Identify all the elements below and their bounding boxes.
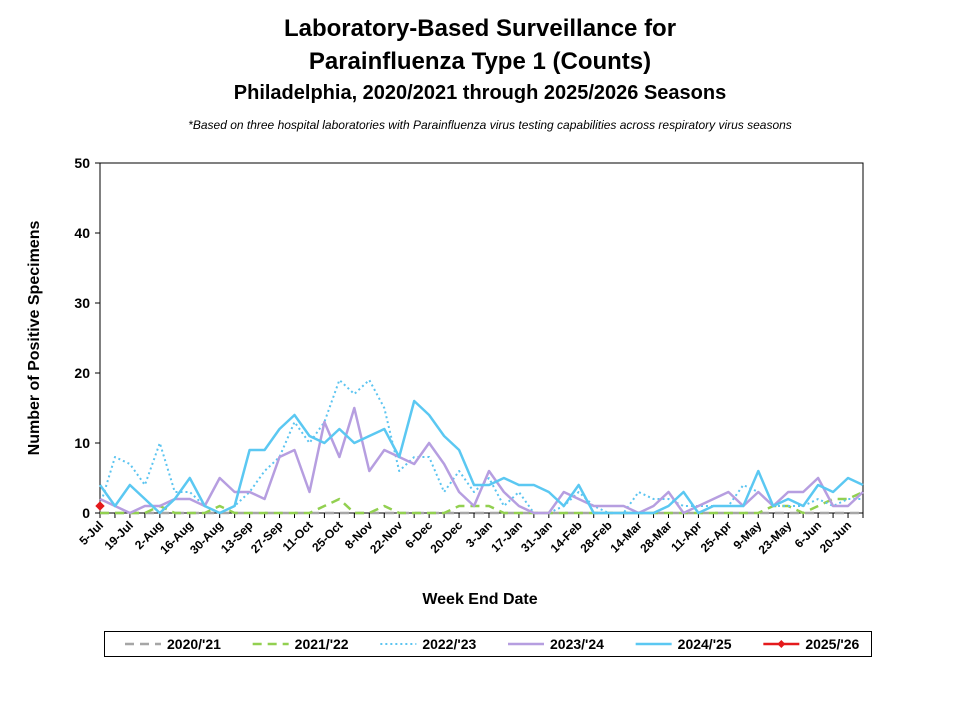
x-tick-label: 30-Aug xyxy=(187,518,226,557)
legend-label: 2023/'24 xyxy=(550,636,604,652)
legend-item-202526: 2025/'26 xyxy=(763,636,859,652)
series-line-202324 xyxy=(99,406,864,515)
x-tick-label: 13-Sep xyxy=(218,518,256,556)
x-tick-label: 25-Apr xyxy=(698,518,735,555)
x-tick-label: 20-Dec xyxy=(427,518,465,556)
y-axis: 0 10 20 30 40 50 xyxy=(74,155,100,521)
y-axis-label: Number of Positive Specimens xyxy=(26,221,43,456)
chart-subtitle: Philadelphia, 2020/2021 through 2025/202… xyxy=(233,82,727,104)
x-axis-label: Week End Date xyxy=(422,591,537,608)
legend-item-202425: 2024/'25 xyxy=(635,636,732,652)
legend-label: 2024/'25 xyxy=(678,636,732,652)
legend-label: 2025/'26 xyxy=(805,636,859,652)
x-tick-label: 31-Jan xyxy=(518,518,555,555)
x-tick-label: 22-Nov xyxy=(367,518,405,556)
data-point-202526 xyxy=(95,501,105,511)
y-tick-label: 30 xyxy=(74,295,90,311)
legend-label: 2020/'21 xyxy=(167,636,221,652)
y-tick-label: 10 xyxy=(74,435,90,451)
x-tick-label: 11-Apr xyxy=(668,518,705,555)
legend-item-202324: 2023/'24 xyxy=(508,636,604,652)
plot-area xyxy=(99,162,864,514)
x-tick-label: 23-May xyxy=(756,518,795,557)
legend-items: 2020/'21 2021/'22 2022/'23 2023/'24 2024/'25… xyxy=(125,636,859,652)
legend: 2020/'21 2021/'22 2022/'23 2023/'24 2024/'25… xyxy=(104,631,872,657)
x-tick-label: 17-Jan xyxy=(488,518,525,555)
legend-item-202021: 2020/'21 xyxy=(125,636,221,652)
x-tick-label: 14-Mar xyxy=(607,518,644,555)
x-tick-label: 20-Jun xyxy=(817,518,854,555)
series-202526 xyxy=(95,501,105,511)
y-tick-label: 50 xyxy=(74,155,90,171)
chart-title-line-1: Laboratory-Based Surveillance for xyxy=(283,15,677,42)
y-tick-label: 20 xyxy=(74,365,90,381)
x-tick-label: 25-Oct xyxy=(309,518,345,554)
chart-footnote: *Based on three hospital laboratories wi… xyxy=(188,118,792,132)
legend-item-202122: 2021/'22 xyxy=(252,636,349,652)
series-202324 xyxy=(99,406,864,515)
legend-label: 2021/'22 xyxy=(295,636,349,652)
x-tick-label: 19-Jul xyxy=(102,518,136,552)
x-tick-label: 11-Oct xyxy=(280,518,316,554)
legend-item-202223: 2022/'23 xyxy=(380,636,476,652)
x-tick-label: 27-Sep xyxy=(248,518,286,556)
y-tick-label: 0 xyxy=(82,505,90,521)
x-tick-label: 28-Mar xyxy=(637,518,674,555)
series-layer xyxy=(95,379,864,515)
y-tick-label: 40 xyxy=(74,225,90,241)
x-axis: 5-Jul19-Jul2-Aug16-Aug30-Aug13-Sep27-Sep… xyxy=(76,513,864,557)
x-tick-label: 14-Feb xyxy=(548,518,585,555)
x-tick-label: 28-Feb xyxy=(578,518,615,555)
chart-title-line-2: Parainfluenza Type 1 (Counts) xyxy=(308,48,652,75)
series-202425 xyxy=(98,399,864,515)
legend-marker xyxy=(777,640,786,648)
legend-label: 2022/'23 xyxy=(422,636,476,652)
series-line-202425 xyxy=(98,399,864,515)
